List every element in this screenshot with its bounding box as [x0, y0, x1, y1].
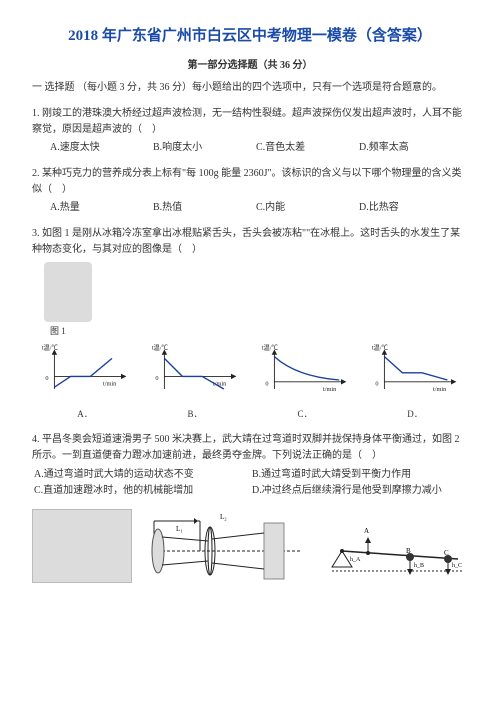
chart-b: t温/℃ 0 t/min [150, 342, 240, 400]
q1-opt-d: D.频率太高 [359, 140, 462, 156]
q1-opt-b: B.响度太小 [153, 140, 256, 156]
chart-d-label: D． [362, 407, 468, 421]
chart-c-label: C． [252, 407, 358, 421]
figure-1-label: 图 1 [50, 324, 468, 338]
q1-opt-c: C.音色太差 [256, 140, 359, 156]
chart-c: t温/℃ 0 t/min [260, 342, 350, 400]
chart-a-wrap: t温/℃ 0 t/min A． [32, 342, 138, 421]
optics-l2: L₂ [220, 513, 227, 521]
lever-ha: h_A [350, 557, 361, 563]
instructions: 一 选择题 （每小题 3 分，共 36 分）每小题给出的四个选项中，只有一个选项… [32, 80, 468, 96]
q4-opt-d: D.冲过终点后继续滑行是他受到摩擦力减小 [250, 483, 468, 499]
chart-c-xlabel: t/min [323, 386, 337, 393]
lever-hc: h_C [452, 563, 462, 569]
chart-b-ylabel: t温/℃ [152, 343, 169, 352]
chart-d-ylabel: t温/℃ [372, 343, 389, 352]
q2-opt-c: C.内能 [256, 200, 359, 216]
q1-opt-a: A.速度太快 [50, 140, 153, 156]
chart-b-wrap: t温/℃ 0 t/min B． [142, 342, 248, 421]
figure-2-skater [32, 509, 132, 583]
exam-title: 2018 年广东省广州市白云区中考物理一模卷（含答案） [32, 24, 468, 48]
q4-opt-c: C.直道加速蹬冰时，他的机械能增加 [32, 483, 250, 499]
q1-options: A.速度太快 B.响度太小 C.音色太差 D.频率太高 [32, 140, 468, 156]
q2-options: A.热量 B.热值 C.内能 D.比热容 [32, 200, 468, 216]
figure-lever: A h_A B h_B C h_C [318, 509, 468, 583]
svg-text:0: 0 [375, 381, 378, 388]
chart-c-wrap: t温/℃ 0 t/min C． [252, 342, 358, 421]
question-2: 2. 某种巧克力的营养成分表上标有"每 100g 能量 2360J"。该标识的含… [32, 166, 468, 216]
lever-a: A [364, 527, 369, 535]
figure-1-image [44, 262, 92, 322]
bottom-figures: L₂ L₁ A h_A B h_B C h_C [32, 509, 468, 583]
chart-d: t温/℃ 0 t/min [370, 342, 460, 400]
chart-a-label: A． [32, 407, 138, 421]
lever-c: C [444, 549, 449, 557]
chart-a-ylabel: t温/℃ [42, 343, 59, 352]
chart-c-ylabel: t温/℃ [262, 343, 279, 352]
q4-opt-a: A.通过弯道时武大靖的运动状态不变 [32, 467, 250, 483]
q4-options: A.通过弯道时武大靖的运动状态不变 B.通过弯道时武大靖受到平衡力作用 C.直道… [32, 467, 468, 499]
svg-text:0: 0 [155, 375, 158, 382]
question-1: 1. 刚竣工的港珠澳大桥经过超声波检测，无一结构性裂缝。超声波探伤仪发出超声波时… [32, 106, 468, 156]
q2-opt-b: B.热值 [153, 200, 256, 216]
q4-opt-b: B.通过弯道时武大靖受到平衡力作用 [250, 467, 468, 483]
question-4: 4. 平昌冬奥会短道速滑男子 500 米决赛上，武大靖在过弯道时双脚并拢保持身体… [32, 432, 468, 499]
figure-optics: L₂ L₁ [140, 509, 310, 583]
lever-b: B [406, 547, 411, 555]
chart-d-wrap: t温/℃ 0 t/min D． [362, 342, 468, 421]
q2-text: 2. 某种巧克力的营养成分表上标有"每 100g 能量 2360J"。该标识的含… [32, 166, 468, 198]
chart-a: t温/℃ 0 t/min [40, 342, 130, 400]
q3-charts: t温/℃ 0 t/min A． t温/℃ 0 t/min [32, 342, 468, 421]
svg-text:0: 0 [45, 375, 48, 382]
q3-text: 3. 如图 1 是刚从冰箱冷冻室拿出冰棍贴紧舌头，舌头会被冻粘""在冰棍上。这时… [32, 226, 468, 258]
intro-text: （每小题 3 分，共 36 分）每小题给出的四个选项中，只有一个选项是符合题意的… [77, 82, 442, 93]
chart-d-xlabel: t/min [433, 386, 447, 393]
section-header: 第一部分选择题（共 36 分） [32, 58, 468, 74]
q2-opt-a: A.热量 [50, 200, 153, 216]
q2-opt-d: D.比热容 [359, 200, 462, 216]
optics-l1: L₁ [176, 525, 183, 533]
svg-text:0: 0 [265, 381, 268, 388]
chart-a-xlabel: t/min [103, 381, 117, 388]
q4-text: 4. 平昌冬奥会短道速滑男子 500 米决赛上，武大靖在过弯道时双脚并拢保持身体… [32, 432, 468, 464]
question-3: 3. 如图 1 是刚从冰箱冷冻室拿出冰棍贴紧舌头，舌头会被冻粘""在冰棍上。这时… [32, 226, 468, 422]
lever-hb: h_B [414, 563, 424, 569]
chart-b-label: B． [142, 407, 248, 421]
intro-label: 一 选择题 [32, 82, 75, 93]
q1-text: 1. 刚竣工的港珠澳大桥经过超声波检测，无一结构性裂缝。超声波探伤仪发出超声波时… [32, 106, 468, 138]
